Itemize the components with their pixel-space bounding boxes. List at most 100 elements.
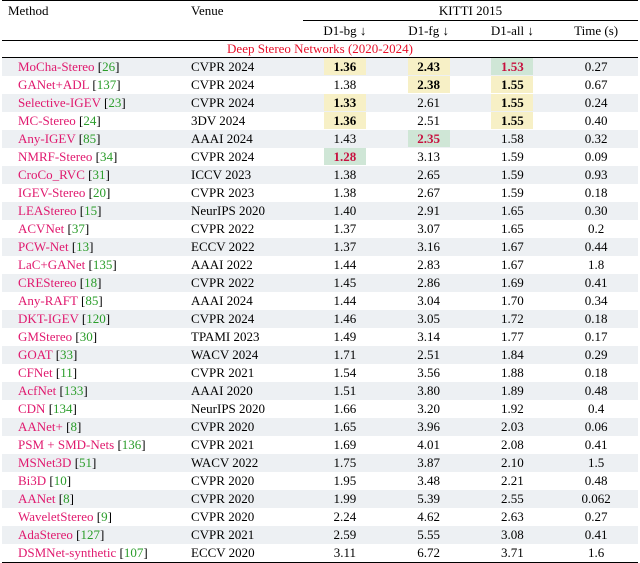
citation-link[interactable]: 15 bbox=[84, 203, 98, 218]
venue-cell: CVPR 2024 bbox=[191, 311, 255, 326]
d1-bg-value: 1.65 bbox=[333, 419, 357, 434]
d1-all-value: 1.59 bbox=[501, 167, 524, 182]
header-row-metrics: D1-bg ↓ D1-fg ↓ D1-all ↓ Time (s) bbox=[2, 21, 638, 41]
method-cell: AdaStereo [127] bbox=[18, 527, 105, 542]
time-header: Time (s) bbox=[574, 23, 619, 38]
citation-link[interactable]: 34 bbox=[99, 149, 113, 164]
citation-link[interactable]: 11 bbox=[60, 365, 73, 380]
method-cell: LaC+GANet [135] bbox=[18, 257, 117, 272]
table-row: LEAStereo [15] NeurIPS 2020 1.40 2.91 1.65 0.… bbox=[2, 202, 638, 220]
d1-all-value: 2.63 bbox=[501, 509, 524, 524]
d1-all-value: 1.55 bbox=[491, 112, 534, 129]
method-cell: GOAT [33] bbox=[18, 347, 78, 362]
time-value: 0.06 bbox=[584, 419, 608, 434]
citation-link[interactable]: 85 bbox=[83, 131, 97, 146]
d1-bg-value: 1.36 bbox=[323, 58, 366, 75]
table-row: CDN [134] NeurIPS 2020 1.66 3.20 1.92 0.4 bbox=[2, 400, 638, 418]
method-name: GANet+ADL bbox=[18, 77, 90, 92]
citation-link[interactable]: 8 bbox=[63, 491, 70, 506]
method-cell: IGEV-Stereo [20] bbox=[18, 185, 111, 200]
table-row: CREStereo [18] CVPR 2022 1.45 2.86 1.69 0.41 bbox=[2, 274, 638, 292]
method-name: WaveletStereo bbox=[18, 509, 94, 524]
citation-link[interactable]: 10 bbox=[53, 473, 67, 488]
method-name: MSNet3D bbox=[18, 455, 72, 470]
table-row: IGEV-Stereo [20] CVPR 2023 1.38 2.67 1.59 0.1… bbox=[2, 184, 638, 202]
citation-link[interactable]: 134 bbox=[53, 401, 73, 416]
citation-link[interactable]: 31 bbox=[92, 167, 106, 182]
venue-cell: CVPR 2024 bbox=[191, 95, 255, 110]
d1-bg-value: 1.69 bbox=[333, 437, 357, 452]
citation-link[interactable]: 107 bbox=[123, 545, 144, 560]
citation-link[interactable]: 13 bbox=[76, 239, 90, 254]
method-name: AcfNet bbox=[18, 383, 57, 398]
d1-bg-value: 1.36 bbox=[323, 112, 366, 129]
citation-link[interactable]: 24 bbox=[83, 113, 97, 128]
d1-fg-value: 5.39 bbox=[417, 491, 440, 506]
method-name: LaC+GANet bbox=[18, 257, 86, 272]
time-value: 0.18 bbox=[584, 185, 608, 200]
citation-link[interactable]: 120 bbox=[86, 311, 106, 326]
citation-link[interactable]: 85 bbox=[85, 293, 99, 308]
citation-link[interactable]: 8 bbox=[70, 419, 77, 434]
method-name: LEAStereo bbox=[18, 203, 77, 218]
d1-all-value: 1.58 bbox=[501, 131, 524, 146]
venue-cell: AAAI 2024 bbox=[191, 293, 253, 308]
venue-cell: NeurIPS 2020 bbox=[191, 401, 266, 416]
time-value: 0.2 bbox=[588, 221, 605, 236]
citation-link[interactable]: 18 bbox=[84, 275, 98, 290]
method-cell: AcfNet [133] bbox=[18, 383, 88, 398]
citation-link[interactable]: 26 bbox=[102, 59, 116, 74]
table-row: ACVNet [37] CVPR 2022 1.37 3.07 1.65 0.2 bbox=[2, 220, 638, 238]
citation-link[interactable]: 127 bbox=[80, 527, 100, 542]
citation-link[interactable]: 135 bbox=[92, 257, 113, 272]
d1-bg-value: 3.11 bbox=[333, 545, 357, 560]
method-cell: Any-RAFT [85] bbox=[18, 293, 103, 308]
citation-link[interactable]: 20 bbox=[93, 185, 106, 200]
citation-link[interactable]: 37 bbox=[71, 221, 85, 236]
d1-fg-value: 2.86 bbox=[417, 275, 440, 290]
method-name: NMRF-Stereo bbox=[18, 149, 93, 164]
time-value: 0.18 bbox=[584, 311, 608, 326]
d1-all-value: 1.88 bbox=[501, 365, 524, 380]
d1-bg-value: 1.51 bbox=[333, 383, 357, 398]
venue-cell: ICCV 2023 bbox=[191, 167, 252, 182]
method-cell: DKT-IGEV [120] bbox=[18, 311, 111, 326]
method-name: MoCha-Stereo bbox=[18, 59, 95, 74]
method-cell: NMRF-Stereo [34] bbox=[18, 149, 118, 164]
citation-link[interactable]: 51 bbox=[79, 455, 93, 470]
table-row: GMStereo [30] TPAMI 2023 1.49 3.14 1.77 0.17 bbox=[2, 328, 638, 346]
d1-fg-value: 4.62 bbox=[417, 509, 440, 524]
d1-bg-value: 1.43 bbox=[333, 131, 357, 146]
d1-bg-value: 1.37 bbox=[333, 221, 357, 236]
method-cell: Any-IGEV [85] bbox=[18, 131, 101, 146]
citation-link[interactable]: 133 bbox=[63, 383, 84, 398]
citation-link[interactable]: 23 bbox=[108, 95, 122, 110]
citation-link[interactable]: 33 bbox=[60, 347, 74, 362]
d1-all-value: 2.08 bbox=[501, 437, 524, 452]
section-title: Deep Stereo Networks (2020-2024) bbox=[2, 40, 638, 58]
method-cell: MSNet3D [51] bbox=[18, 455, 97, 470]
d1-bg-value: 1.44 bbox=[333, 293, 357, 308]
d1-fg-value: 3.48 bbox=[417, 473, 440, 488]
method-name: DKT-IGEV bbox=[18, 311, 79, 326]
citation-link[interactable]: 136 bbox=[121, 437, 142, 452]
time-value: 0.27 bbox=[584, 509, 608, 524]
venue-cell: CVPR 2021 bbox=[191, 527, 255, 542]
citation-link[interactable]: 9 bbox=[101, 509, 108, 524]
d1-all-value: 1.53 bbox=[491, 58, 534, 75]
table-row: CFNet [11] CVPR 2021 1.54 3.56 1.88 0.18 bbox=[2, 364, 638, 382]
d1-all-value: 1.67 bbox=[501, 257, 524, 272]
d1-bg-value: 1.95 bbox=[333, 473, 357, 488]
table-row: LaC+GANet [135] AAAI 2022 1.44 2.83 1.67 1.8 bbox=[2, 256, 638, 274]
d1-fg-value: 2.35 bbox=[407, 130, 450, 147]
venue-cell: CVPR 2022 bbox=[191, 221, 255, 236]
citation-link[interactable]: 137 bbox=[96, 77, 117, 92]
time-value: 0.09 bbox=[584, 149, 608, 164]
d1-fg-value: 5.55 bbox=[417, 527, 440, 542]
venue-cell: ECCV 2020 bbox=[191, 545, 255, 560]
time-value: 0.27 bbox=[584, 59, 608, 74]
citation-link[interactable]: 30 bbox=[79, 329, 93, 344]
d1-all-value: 1.89 bbox=[501, 383, 524, 398]
d1-fg-value: 2.43 bbox=[407, 58, 450, 75]
